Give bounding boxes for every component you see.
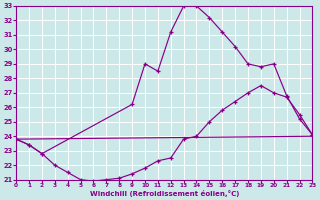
X-axis label: Windchill (Refroidissement éolien,°C): Windchill (Refroidissement éolien,°C) (90, 190, 239, 197)
